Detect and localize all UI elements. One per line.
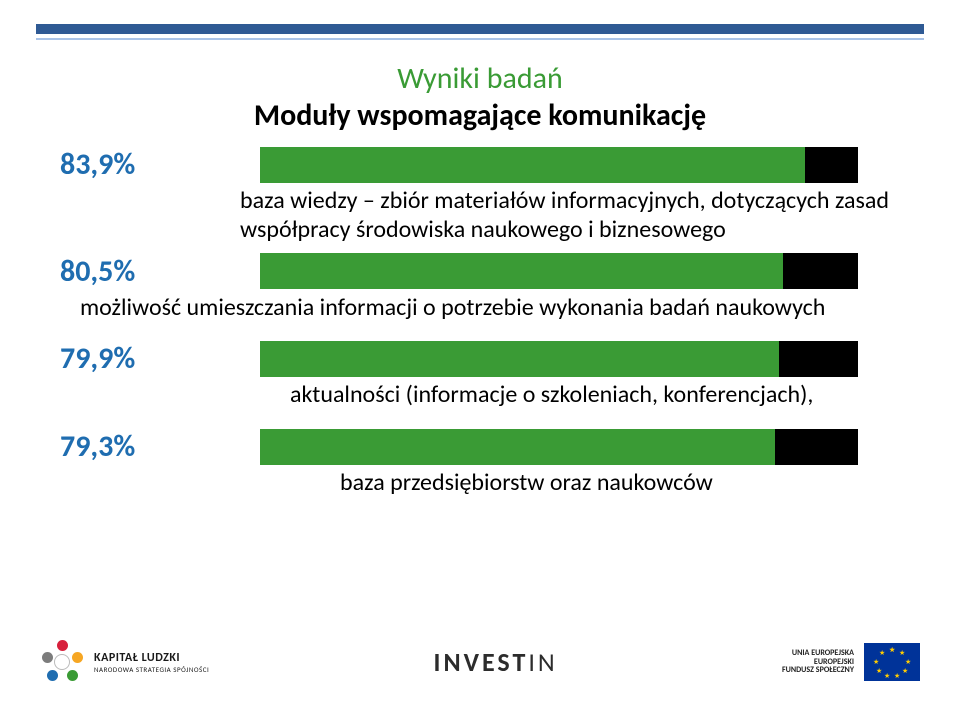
- bar-holder: [260, 253, 910, 289]
- bar-desc: baza przedsiębiorstw oraz naukowców: [340, 469, 910, 498]
- bar-pct: 79,3%: [50, 428, 260, 465]
- bar-green: [260, 341, 779, 377]
- bar-pct: 83,9%: [50, 146, 260, 183]
- eu-text: UNIA EUROPEJSKA EUROPEJSKI FUNDUSZ SPOŁE…: [782, 649, 854, 675]
- title-block: Wyniki badań Moduły wspomagające komunik…: [50, 60, 910, 134]
- bar-desc: możliwość umieszczania informacji o potr…: [80, 294, 910, 323]
- eu-flag-icon: ★ ★ ★ ★ ★ ★ ★ ★ ★ ★: [864, 643, 920, 681]
- bar-holder: [260, 341, 910, 377]
- bar-row-2: 79,9% aktualności (informacje o szkoleni…: [50, 340, 910, 410]
- top-decoration: [0, 24, 960, 42]
- bar-row-3: 79,3% baza przedsiębiorstw oraz naukowcó…: [50, 428, 910, 498]
- bar-holder: [260, 147, 910, 183]
- bar-green: [260, 429, 775, 465]
- bar-line: 83,9%: [50, 146, 910, 183]
- footer-logo-right: UNIA EUROPEJSKA EUROPEJSKI FUNDUSZ SPOŁE…: [782, 643, 920, 681]
- bar-desc: aktualności (informacje o szkoleniach, k…: [290, 381, 910, 410]
- kl-star-icon: [40, 640, 84, 684]
- bars-container: 83,9% baza wiedzy – zbiór materiałów inf…: [50, 146, 910, 498]
- footer-logo-left: KAPITAŁ LUDZKI NARODOWA STRATEGIA SPÓJNO…: [40, 640, 209, 684]
- slide: Wyniki badań Moduły wspomagające komunik…: [0, 0, 960, 707]
- bar-line: 79,3%: [50, 428, 910, 465]
- bar-desc: baza wiedzy – zbiór materiałów informacy…: [240, 187, 910, 245]
- top-line-thick: [36, 24, 924, 34]
- bar-row-0: 83,9% baza wiedzy – zbiór materiałów inf…: [50, 146, 910, 245]
- kl-title: KAPITAŁ LUDZKI: [94, 651, 209, 665]
- footer-logo-mid: INVESTIN: [434, 646, 558, 678]
- bar-green: [260, 147, 805, 183]
- bar-holder: [260, 429, 910, 465]
- title-line2: Moduły wspomagające komunikację: [50, 97, 910, 134]
- footer: KAPITAŁ LUDZKI NARODOWA STRATEGIA SPÓJNO…: [0, 627, 960, 697]
- kl-subtitle: NARODOWA STRATEGIA SPÓJNOŚCI: [94, 665, 209, 674]
- kl-text: KAPITAŁ LUDZKI NARODOWA STRATEGIA SPÓJNO…: [94, 651, 209, 674]
- top-line-thin: [36, 38, 924, 40]
- eu-line3: FUNDUSZ SPOŁECZNY: [782, 666, 854, 675]
- title-line1: Wyniki badań: [50, 60, 910, 97]
- bar-pct: 80,5%: [50, 253, 260, 290]
- bar-green: [260, 253, 783, 289]
- bar-line: 79,9%: [50, 340, 910, 377]
- bar-line: 80,5%: [50, 253, 910, 290]
- bar-row-1: 80,5% możliwość umieszczania informacji …: [50, 253, 910, 323]
- bar-pct: 79,9%: [50, 340, 260, 377]
